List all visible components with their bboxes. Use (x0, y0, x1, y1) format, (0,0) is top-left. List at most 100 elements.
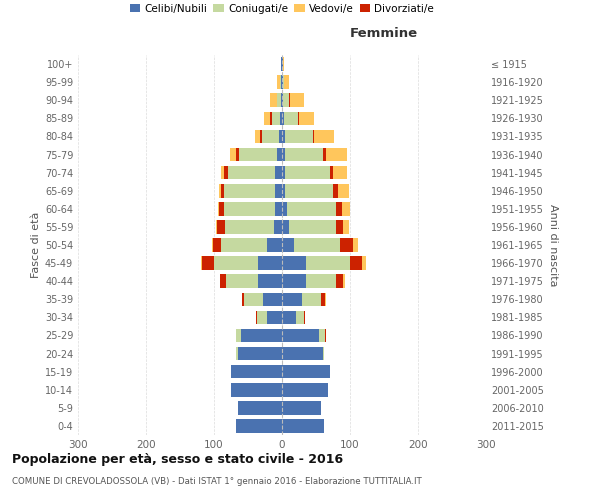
Y-axis label: Fasce di età: Fasce di età (31, 212, 41, 278)
Bar (282, 76, 283, 89)
Bar (255, 130, 260, 143)
Bar (277, 76, 280, 89)
Bar (340, 238, 353, 252)
Bar (326, 148, 347, 162)
Bar (283, 76, 284, 89)
Bar (236, 328, 241, 342)
Bar (218, 202, 219, 215)
Bar (343, 220, 349, 234)
Bar (282, 184, 286, 198)
Bar (244, 292, 263, 306)
Bar (290, 94, 304, 107)
Bar (216, 220, 217, 234)
Bar (281, 58, 282, 71)
Bar (286, 130, 313, 143)
Bar (227, 166, 275, 179)
Bar (271, 112, 272, 125)
Bar (260, 130, 262, 143)
Bar (271, 94, 277, 107)
Legend: Celibi/Nubili, Coniugati/e, Vedovi/e, Divorziati/e: Celibi/Nubili, Coniugati/e, Vedovi/e, Di… (125, 0, 439, 18)
Bar (282, 401, 322, 414)
Bar (282, 310, 296, 324)
Bar (282, 202, 287, 215)
Bar (258, 274, 282, 288)
Bar (313, 130, 314, 143)
Bar (277, 148, 282, 162)
Bar (224, 202, 275, 215)
Bar (272, 112, 280, 125)
Bar (231, 365, 282, 378)
Bar (323, 148, 326, 162)
Bar (284, 76, 289, 89)
Bar (275, 166, 282, 179)
Bar (282, 274, 306, 288)
Bar (230, 148, 236, 162)
Bar (282, 383, 328, 396)
Bar (302, 292, 322, 306)
Bar (282, 94, 283, 107)
Bar (325, 328, 326, 342)
Bar (287, 202, 337, 215)
Bar (219, 184, 221, 198)
Bar (304, 310, 305, 324)
Bar (282, 238, 294, 252)
Bar (277, 94, 281, 107)
Bar (282, 220, 289, 234)
Bar (219, 202, 224, 215)
Bar (283, 94, 289, 107)
Bar (282, 419, 324, 432)
Bar (323, 347, 324, 360)
Bar (282, 328, 319, 342)
Bar (225, 220, 274, 234)
Bar (263, 292, 282, 306)
Bar (267, 238, 282, 252)
Bar (201, 256, 202, 270)
Bar (221, 184, 224, 198)
Bar (231, 383, 282, 396)
Bar (238, 347, 282, 360)
Bar (280, 112, 282, 125)
Bar (337, 202, 342, 215)
Bar (242, 292, 244, 306)
Bar (221, 166, 224, 179)
Bar (296, 310, 304, 324)
Bar (325, 292, 326, 306)
Bar (224, 184, 275, 198)
Bar (256, 310, 257, 324)
Text: COMUNE DI CREVOLADOSSOLA (VB) - Dati ISTAT 1° gennaio 2016 - Elaborazione TUTTIT: COMUNE DI CREVOLADOSSOLA (VB) - Dati IST… (12, 478, 422, 486)
Bar (284, 112, 298, 125)
Bar (322, 292, 325, 306)
Bar (280, 76, 281, 89)
Bar (236, 419, 282, 432)
Bar (329, 166, 333, 179)
Bar (282, 166, 286, 179)
Bar (299, 112, 314, 125)
Bar (224, 166, 227, 179)
Bar (236, 148, 239, 162)
Bar (282, 148, 286, 162)
Bar (353, 238, 358, 252)
Text: Popolazione per età, sesso e stato civile - 2016: Popolazione per età, sesso e stato civil… (12, 452, 343, 466)
Bar (257, 310, 267, 324)
Bar (343, 274, 345, 288)
Bar (275, 202, 282, 215)
Bar (306, 274, 337, 288)
Bar (289, 94, 290, 107)
Bar (238, 401, 282, 414)
Bar (306, 256, 350, 270)
Bar (241, 328, 282, 342)
Bar (212, 238, 221, 252)
Bar (282, 130, 286, 143)
Bar (289, 220, 337, 234)
Bar (337, 220, 343, 234)
Bar (298, 112, 299, 125)
Bar (282, 347, 323, 360)
Bar (226, 274, 258, 288)
Bar (263, 112, 271, 125)
Bar (319, 328, 325, 342)
Bar (342, 202, 350, 215)
Bar (337, 274, 343, 288)
Bar (267, 310, 282, 324)
Bar (262, 130, 278, 143)
Bar (239, 148, 277, 162)
